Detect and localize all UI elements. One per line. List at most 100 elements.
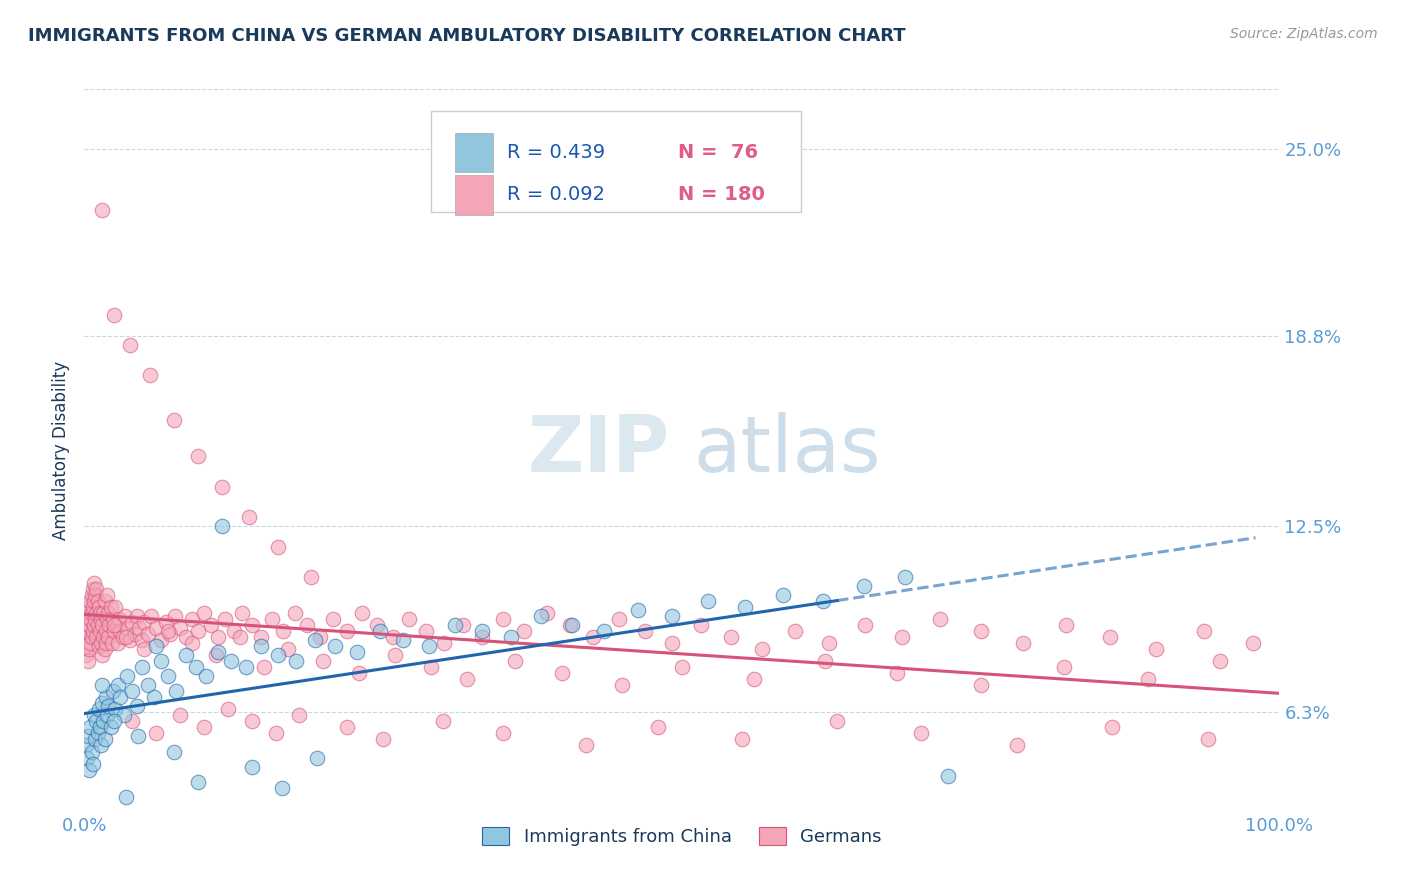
Point	[89, 606, 111, 620]
Point	[163, 413, 186, 427]
Point	[97, 630, 120, 644]
Point	[149, 633, 172, 648]
Point	[145, 726, 167, 740]
Point	[86, 618, 108, 632]
Point	[110, 690, 132, 705]
Point	[77, 624, 100, 639]
Point	[211, 518, 233, 533]
Point	[94, 624, 117, 639]
Point	[214, 612, 236, 626]
Point	[101, 612, 124, 626]
Point	[451, 618, 474, 632]
Point	[83, 708, 105, 723]
Point	[80, 606, 103, 620]
Point	[336, 624, 359, 639]
Point	[83, 576, 105, 591]
Point	[77, 618, 100, 632]
Point	[139, 368, 162, 383]
Point	[91, 648, 114, 662]
Point	[107, 636, 129, 650]
Point	[80, 588, 103, 602]
Point	[165, 609, 187, 624]
Point	[418, 639, 440, 653]
Point	[136, 678, 159, 692]
Point	[260, 612, 283, 626]
Point	[187, 624, 209, 639]
Point	[132, 615, 156, 629]
Point	[415, 624, 437, 639]
Point	[91, 696, 114, 710]
Point	[105, 618, 128, 632]
Point	[1144, 642, 1167, 657]
Point	[169, 621, 191, 635]
Point	[910, 726, 932, 740]
Point	[1098, 630, 1121, 644]
Point	[325, 639, 347, 653]
Point	[93, 606, 115, 620]
Point	[86, 594, 108, 608]
Point	[222, 624, 245, 639]
Point	[75, 630, 97, 644]
Point	[195, 669, 218, 683]
Point	[267, 540, 290, 554]
Point	[90, 739, 112, 753]
Point	[240, 618, 263, 632]
Point	[551, 666, 574, 681]
Point	[612, 678, 634, 692]
Point	[155, 615, 177, 629]
Text: R = 0.439: R = 0.439	[508, 143, 606, 162]
Point	[93, 642, 115, 657]
Point	[277, 642, 299, 657]
Point	[174, 648, 197, 662]
Point	[207, 630, 229, 644]
Point	[492, 612, 515, 626]
Point	[295, 618, 318, 632]
Point	[368, 624, 391, 639]
Y-axis label: Ambulatory Disability: Ambulatory Disability	[52, 361, 70, 540]
Point	[169, 708, 191, 723]
Point	[349, 666, 371, 681]
Point	[87, 702, 110, 716]
Point	[742, 673, 765, 687]
Point	[731, 732, 754, 747]
Point	[193, 721, 215, 735]
Legend: Immigrants from China, Germans: Immigrants from China, Germans	[475, 820, 889, 854]
Point	[661, 609, 683, 624]
Point	[373, 732, 395, 747]
Point	[128, 621, 150, 635]
Point	[114, 609, 136, 624]
Point	[229, 630, 252, 644]
Point	[1137, 673, 1160, 687]
Point	[83, 618, 105, 632]
Point	[530, 609, 553, 624]
Point	[117, 669, 139, 683]
Point	[82, 582, 104, 596]
Point	[929, 612, 952, 626]
Point	[322, 612, 344, 626]
Text: R = 0.092: R = 0.092	[508, 186, 606, 204]
Point	[513, 624, 536, 639]
Point	[235, 660, 257, 674]
Point	[79, 612, 101, 626]
Point	[96, 588, 118, 602]
Point	[77, 606, 100, 620]
Point	[108, 612, 131, 626]
Point	[163, 744, 186, 758]
Point	[76, 639, 98, 653]
Point	[86, 606, 108, 620]
Point	[751, 642, 773, 657]
Point	[127, 730, 149, 744]
Point	[288, 708, 311, 723]
Point	[121, 615, 143, 629]
Point	[104, 702, 127, 716]
Point	[814, 654, 837, 668]
Point	[132, 642, 156, 657]
Point	[101, 636, 124, 650]
Point	[141, 609, 163, 624]
Point	[90, 636, 112, 650]
Point	[240, 759, 263, 773]
Point	[575, 739, 598, 753]
Point	[82, 600, 104, 615]
Point	[112, 708, 135, 723]
Point	[217, 702, 239, 716]
